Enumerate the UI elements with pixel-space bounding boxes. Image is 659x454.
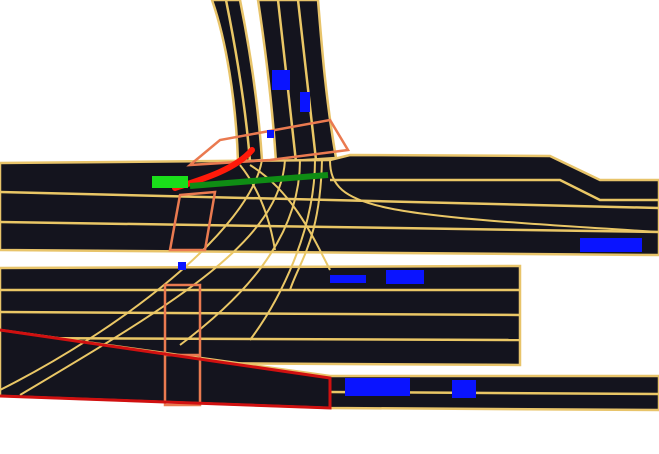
ego-vehicle (152, 176, 188, 188)
lane-line (330, 178, 659, 202)
connector (329, 159, 659, 233)
pedestrian (178, 262, 186, 270)
route-boundary (0, 328, 332, 410)
connector (239, 164, 276, 251)
vehicle (267, 130, 274, 138)
vehicle (580, 238, 642, 252)
lane-line (224, 0, 252, 163)
crosswalk (186, 118, 351, 167)
crosswalk (163, 283, 202, 407)
vehicle (300, 92, 310, 112)
vehicle (452, 380, 476, 398)
connector (0, 159, 263, 391)
connector (179, 159, 301, 346)
vehicle (330, 275, 366, 283)
lane-line (0, 220, 659, 234)
connector (249, 159, 316, 341)
lane-line (0, 310, 521, 317)
crosswalk (168, 190, 217, 252)
lane-line (0, 190, 659, 210)
connector (19, 159, 286, 396)
lane-line (0, 336, 521, 342)
vehicle (272, 70, 290, 90)
vehicle (345, 378, 410, 396)
connector (289, 159, 323, 291)
planned-path (189, 172, 329, 189)
vehicle (386, 270, 424, 284)
connector (249, 164, 331, 271)
lane-line (296, 0, 318, 161)
